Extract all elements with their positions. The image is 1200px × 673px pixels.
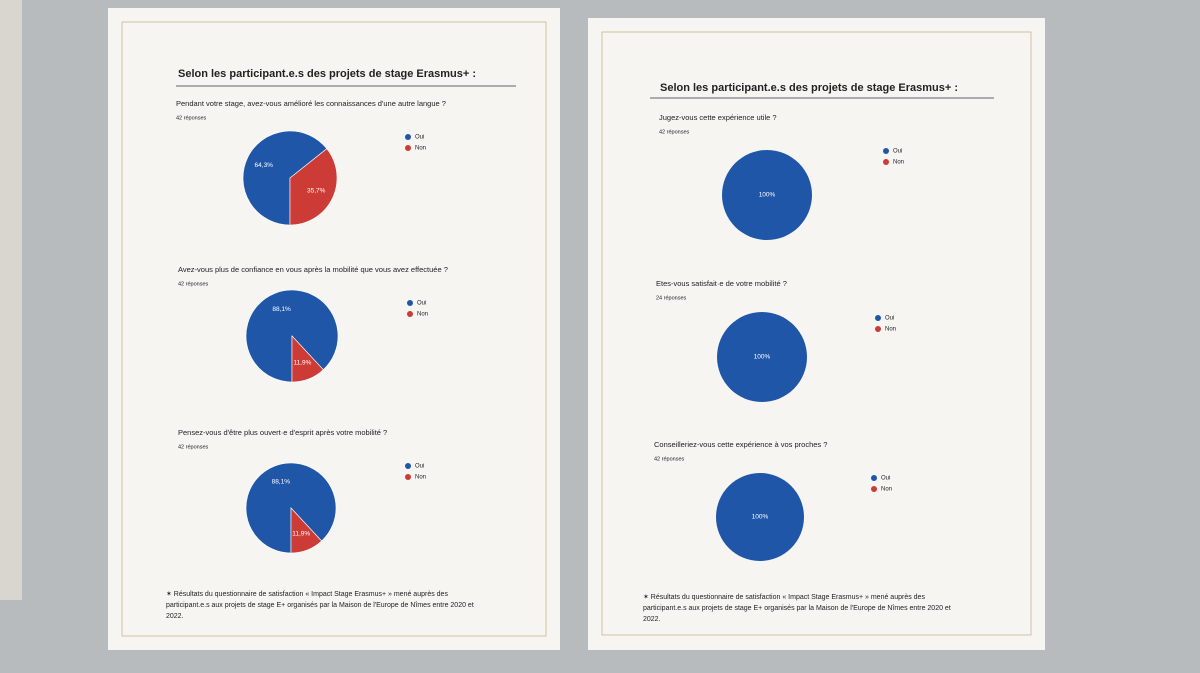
poster-frame [121, 21, 547, 637]
chart-question: Pendant votre stage, avez-vous amélioré … [176, 99, 446, 108]
value-label: 100% [752, 514, 769, 521]
chart-question: Avez-vous plus de confiance en vous aprè… [178, 265, 448, 274]
value-label: 11,9% [292, 531, 310, 538]
pie-slice [290, 507, 323, 554]
pie-slice [291, 335, 324, 383]
pie-slice [289, 148, 338, 226]
neighbour-poster [0, 0, 22, 600]
poster-heading: Selon les participant.e.s des projets de… [660, 82, 958, 94]
legend-label: Oui [893, 149, 902, 155]
legend-label: Oui [881, 476, 890, 482]
value-label: 88,1% [272, 479, 291, 486]
pie-slice [716, 473, 804, 561]
pie-slice [722, 150, 812, 240]
footnote: ✶ Résultats du questionnaire de satisfac… [166, 590, 448, 598]
legend-label: Oui [415, 135, 424, 141]
footnote: 2022. [166, 613, 184, 620]
legend-label: Non [417, 312, 428, 318]
legend-swatch [407, 300, 413, 306]
value-label: 88,1% [272, 306, 291, 313]
legend-swatch [883, 148, 889, 154]
legend-label: Non [881, 487, 892, 493]
legend-swatch [405, 134, 411, 140]
legend-swatch [883, 159, 889, 165]
chart-question: Conseilleriez-vous cette expérience à vo… [654, 440, 827, 449]
response-count: 42 réponses [659, 129, 690, 135]
legend-label: Non [415, 475, 426, 481]
pie-slice [242, 130, 328, 226]
response-count: 42 réponses [178, 281, 209, 287]
legend-swatch [875, 315, 881, 321]
legend-label: Non [893, 160, 904, 166]
legend-swatch [405, 145, 411, 151]
footnote: 2022. [643, 616, 661, 623]
value-label: 64,3% [255, 162, 274, 169]
legend-swatch [871, 475, 877, 481]
footnote: participant.e.s aux projets de stage E+ … [166, 602, 474, 609]
legend-swatch [875, 326, 881, 332]
value-label: 35,7% [307, 187, 326, 194]
legend-swatch [871, 486, 877, 492]
footnote: ✶ Résultats du questionnaire de satisfac… [643, 593, 925, 601]
poster-right [588, 18, 1045, 650]
legend-swatch [407, 311, 413, 317]
legend-label: Oui [415, 464, 424, 470]
poster-frame [601, 31, 1032, 636]
legend-label: Oui [885, 316, 894, 322]
response-count: 42 réponses [654, 456, 685, 462]
chart-question: Etes-vous satisfait·e de votre mobilité … [656, 279, 787, 288]
legend-label: Non [415, 146, 426, 152]
legend-swatch [405, 474, 411, 480]
pie-slice [717, 312, 807, 402]
value-label: 11,9% [293, 359, 311, 366]
legend-label: Oui [417, 301, 426, 307]
response-count: 42 réponses [176, 115, 207, 121]
response-count: 24 réponses [656, 295, 687, 301]
legend-label: Non [885, 327, 896, 333]
legend-swatch [405, 463, 411, 469]
response-count: 42 réponses [178, 444, 209, 450]
value-label: 100% [759, 192, 776, 199]
poster-heading: Selon les participant.e.s des projets de… [178, 68, 476, 80]
value-label: 100% [754, 354, 771, 361]
footnote: participant.e.s aux projets de stage E+ … [643, 605, 951, 612]
chart-question: Pensez-vous d'être plus ouvert·e d'espri… [178, 428, 387, 437]
chart-question: Jugez-vous cette expérience utile ? [659, 113, 777, 122]
